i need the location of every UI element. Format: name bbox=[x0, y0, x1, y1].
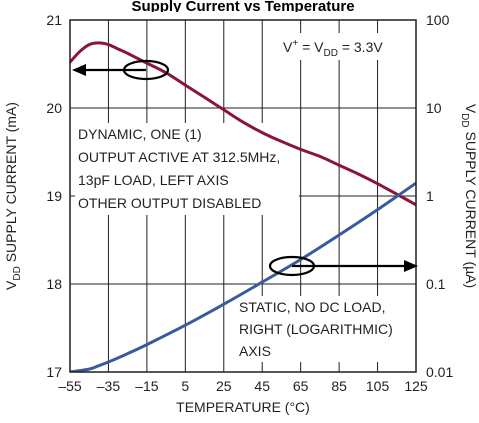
tick-labels: –55 –35 –15 5 25 45 65 85 105 125 17 18 19 20 21 0.01 0.… bbox=[46, 12, 453, 394]
left-axis-callout bbox=[72, 59, 170, 81]
static-label-background bbox=[235, 296, 411, 362]
annotation-background bbox=[75, 33, 412, 362]
static-label-line-2: RIGHT (LOGARITHMIC) bbox=[239, 321, 393, 337]
plot-border bbox=[69, 19, 417, 373]
left-callout-arrow-head bbox=[72, 64, 86, 76]
chart-title: Supply Current vs Temperature bbox=[131, 0, 354, 15]
left-axis-title: VDD SUPPLY CURRENT (mA) bbox=[3, 102, 23, 290]
x-tick-label: 125 bbox=[404, 378, 428, 394]
dynamic-series-label: DYNAMIC, ONE (1) OUTPUT ACTIVE AT 312.5M… bbox=[78, 126, 280, 211]
left-tick-label: 18 bbox=[46, 276, 62, 292]
dynamic-label-background bbox=[75, 123, 299, 215]
x-tick-label: 5 bbox=[181, 378, 189, 394]
right-callout-arrow-head bbox=[404, 260, 418, 272]
condition-label-background bbox=[276, 33, 412, 60]
condition-label: V+ = VDD = 3.3V bbox=[283, 38, 383, 59]
right-axis-callout bbox=[268, 255, 418, 277]
x-tick-label: 65 bbox=[293, 378, 309, 394]
dynamic-label-line-4: OTHER OUTPUT DISABLED bbox=[78, 195, 261, 211]
right-tick-label: 10 bbox=[426, 100, 442, 116]
x-tick-label: 25 bbox=[216, 378, 232, 394]
dynamic-series-line bbox=[70, 41, 416, 207]
left-tick-label: 21 bbox=[46, 12, 62, 28]
static-label-line-3: AXIS bbox=[239, 343, 271, 359]
left-tick-label: 19 bbox=[46, 188, 62, 204]
static-series-label: STATIC, NO DC LOAD, RIGHT (LOGARITHMIC) … bbox=[239, 299, 393, 359]
dynamic-label-line-1: DYNAMIC, ONE (1) bbox=[78, 126, 202, 142]
x-tick-label: 85 bbox=[331, 378, 347, 394]
x-tick-label: –15 bbox=[135, 378, 159, 394]
right-tick-label: 0.1 bbox=[426, 276, 446, 292]
x-tick-label: 45 bbox=[254, 378, 270, 394]
series-layer bbox=[70, 41, 416, 372]
right-axis-title: VDD SUPPLY CURRENT (µA) bbox=[459, 104, 479, 288]
x-axis-title: TEMPERATURE (°C) bbox=[176, 399, 310, 415]
x-tick-label: –35 bbox=[97, 378, 121, 394]
dynamic-label-line-3: 13pF LOAD, LEFT AXIS bbox=[78, 172, 229, 188]
static-series-line bbox=[70, 181, 416, 372]
right-tick-label: 1 bbox=[426, 188, 434, 204]
plot-frame bbox=[69, 19, 417, 373]
left-tick-label: 20 bbox=[46, 100, 62, 116]
x-tick-label: 105 bbox=[366, 378, 390, 394]
right-tick-label: 0.01 bbox=[426, 364, 453, 380]
right-tick-label: 100 bbox=[426, 12, 450, 28]
x-tick-label: –55 bbox=[58, 378, 82, 394]
static-label-line-1: STATIC, NO DC LOAD, bbox=[239, 299, 386, 315]
dynamic-label-line-2: OUTPUT ACTIVE AT 312.5MHz, bbox=[78, 149, 280, 165]
left-tick-label: 17 bbox=[46, 364, 62, 380]
